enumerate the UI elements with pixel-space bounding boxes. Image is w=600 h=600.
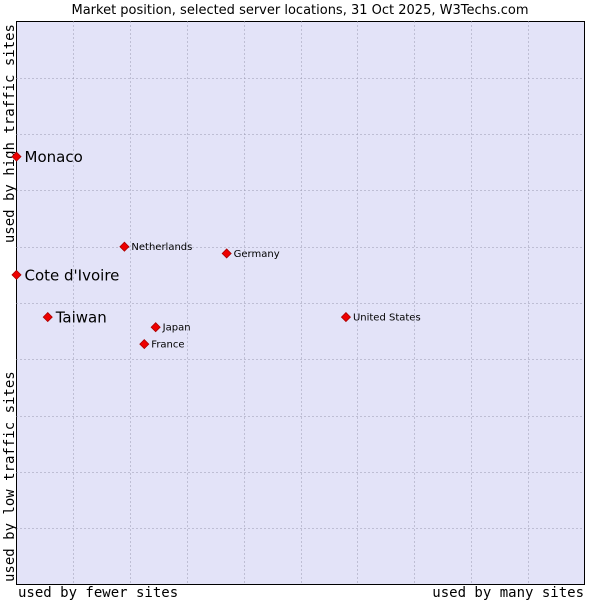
point-marker-germany[interactable] [221,248,232,259]
point-label-united-states: United States [353,313,421,324]
x-axis-label-low: used by fewer sites [18,585,178,600]
point-marker-taiwan[interactable] [42,312,53,323]
y-axis-label-high: used by high traffic sites [2,24,18,243]
point-marker-monaco[interactable] [11,151,22,162]
point-label-cote-d-ivoire: Cote d'Ivoire [25,266,120,284]
point-label-germany: Germany [234,249,280,260]
point-label-france: France [151,340,184,351]
y-axis-label-low: used by low traffic sites [2,371,18,582]
point-label-netherlands: Netherlands [131,242,192,253]
point-label-monaco: Monaco [25,148,83,166]
point-marker-france[interactable] [139,339,150,350]
point-marker-cote-d-ivoire[interactable] [11,269,22,280]
x-axis-label-high: used by many sites [432,585,584,600]
point-marker-netherlands[interactable] [119,241,130,252]
data-points: Monaco Cote d'Ivoire Taiwan Netherlands Germ… [11,148,421,351]
point-label-taiwan: Taiwan [55,309,107,327]
grid-lines [16,21,585,585]
point-label-japan: Japan [162,323,191,334]
point-marker-japan[interactable] [150,322,161,333]
point-marker-united-states[interactable] [340,312,352,323]
chart-title: Market position, selected server locatio… [71,3,528,18]
